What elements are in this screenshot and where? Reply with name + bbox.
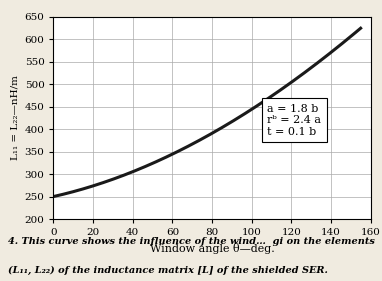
X-axis label: Window angle θ—deg.: Window angle θ—deg. — [150, 243, 274, 254]
Text: 4. This curve shows the influence of the wind…  gi on the elements: 4. This curve shows the influence of the… — [8, 237, 374, 246]
Text: a = 1.8 b
rᵇ = 2.4 a
t = 0.1 b: a = 1.8 b rᵇ = 2.4 a t = 0.1 b — [267, 104, 322, 137]
Y-axis label: L₁₁ = L₂₂—nH/m: L₁₁ = L₂₂—nH/m — [10, 76, 19, 160]
Text: (L₁₁, L₂₂) of the inductance matrix [L] of the shielded SER.: (L₁₁, L₂₂) of the inductance matrix [L] … — [8, 266, 327, 275]
